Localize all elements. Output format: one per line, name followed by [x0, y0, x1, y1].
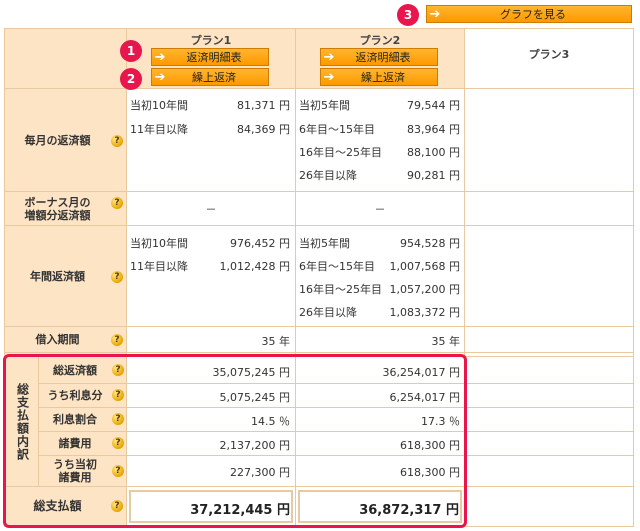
grid-line [38, 356, 39, 486]
plan2-monthly-label-0: 当初5年間 [299, 99, 350, 112]
step-badge-3: 3 [397, 4, 419, 26]
plan2-annual-label-2: 16年目～25年目 [299, 283, 382, 296]
plan1-annual-value-1: 1,012,428 円 [219, 260, 290, 273]
grid-line [126, 29, 127, 527]
label-initial-fees: うち当初 諸費用 [39, 456, 111, 486]
plan1-interest-part: 5,075,245 円 [219, 391, 290, 404]
plan2-monthly-value-0: 79,544 円 [407, 99, 460, 112]
plan3-header: プラン3 [528, 48, 570, 61]
plan1-initial-fees: 227,300 円 [230, 466, 290, 479]
arrow-right-icon: ➔ [323, 69, 335, 85]
arrow-right-icon: ➔ [429, 6, 441, 22]
grid-line [38, 383, 634, 384]
help-icon[interactable]: ? [112, 364, 124, 376]
plan2-monthly-value-2: 88,100 円 [407, 146, 460, 159]
label-total-repay: 総返済額 [39, 357, 111, 383]
plan2-annual-value-2: 1,057,200 円 [389, 283, 460, 296]
help-icon[interactable]: ? [111, 334, 123, 346]
plan2-interest-ratio: 17.3 ％ [421, 415, 460, 428]
plan2-repayment-schedule-button[interactable]: ➔ 返済明細表 [320, 48, 438, 66]
plan2-grand-total-box [298, 490, 462, 523]
help-icon[interactable]: ? [111, 135, 123, 147]
help-icon[interactable]: ? [112, 437, 124, 449]
plan2-monthly-value-1: 83,964 円 [407, 123, 460, 136]
plan2-annual-value-3: 1,083,372 円 [389, 306, 460, 319]
plan1-monthly-label-1: 11年目以降 [130, 123, 188, 136]
plan1-annual-value-0: 976,452 円 [230, 237, 290, 250]
plan1-period: 35 年 [261, 335, 291, 348]
grid-line [5, 225, 634, 226]
plan2-annual-label-3: 26年目以降 [299, 306, 357, 319]
help-icon[interactable]: ? [111, 271, 123, 283]
help-icon[interactable]: ? [111, 500, 123, 512]
grid-line [38, 455, 634, 456]
plan1-annual-label-1: 11年目以降 [130, 260, 188, 273]
label-fees: 諸費用 [39, 432, 111, 455]
plan2-initial-fees: 618,300 円 [400, 466, 460, 479]
plan2-annual-value-1: 1,007,568 円 [389, 260, 460, 273]
plan1-fees: 2,137,200 円 [219, 439, 290, 452]
plan1-monthly-value-1: 84,369 円 [237, 123, 290, 136]
arrow-right-icon: ➔ [154, 69, 166, 85]
plan2-total-repay: 36,254,017 円 [382, 366, 460, 379]
plan2-monthly-value-3: 90,281 円 [407, 169, 460, 182]
plan1-repayment-schedule-button[interactable]: ➔ 返済明細表 [151, 48, 269, 66]
label-annual: 年間返済額 [5, 226, 110, 326]
step-badge-1: 1 [120, 40, 142, 62]
help-icon[interactable]: ? [111, 197, 123, 209]
arrow-right-icon: ➔ [154, 49, 166, 65]
plan1-grand-total: 37,212,445 円 [190, 503, 290, 518]
plan2-interest-part: 6,254,017 円 [389, 391, 460, 404]
grid-line [464, 29, 465, 527]
grid-line [5, 326, 634, 327]
plan2-period: 35 年 [431, 335, 461, 348]
label-monthly: 毎月の返済額 [5, 89, 110, 191]
grid-line [295, 29, 296, 527]
plan2-annual-label-1: 6年目～15年目 [299, 260, 375, 273]
plan1-monthly-label-0: 当初10年間 [130, 99, 188, 112]
plan1-annual-label-0: 当初10年間 [130, 237, 188, 250]
help-icon[interactable]: ? [112, 389, 124, 401]
label-interest-part: うち利息分 [39, 384, 111, 407]
plan1-interest-ratio: 14.5 ％ [251, 415, 290, 428]
plan1-bonus: － [205, 203, 217, 216]
help-icon[interactable]: ? [112, 465, 124, 477]
arrow-right-icon: ➔ [323, 49, 335, 65]
plan2-annual-value-0: 954,528 円 [400, 237, 460, 250]
label-period: 借入期間 [5, 327, 110, 352]
grid-line [38, 431, 634, 432]
grid-line [38, 407, 634, 408]
plan2-fees: 618,300 円 [400, 439, 460, 452]
plan2-monthly-label-3: 26年目以降 [299, 169, 357, 182]
help-icon[interactable]: ? [112, 413, 124, 425]
grid-line [5, 486, 634, 487]
label-breakdown: 総支払額内訳 [6, 357, 38, 486]
plan1-monthly-value-0: 81,371 円 [237, 99, 290, 112]
plan1-header: プラン1 [190, 34, 232, 47]
grid-line [5, 88, 634, 89]
grid-line [5, 352, 634, 353]
step-badge-2: 2 [120, 68, 142, 90]
plan2-header: プラン2 [359, 34, 401, 47]
plan2-annual-label-0: 当初5年間 [299, 237, 350, 250]
view-graph-button[interactable]: ➔ グラフを見る [426, 5, 632, 23]
plan1-grand-total-box [129, 490, 293, 523]
plan2-monthly-label-1: 6年目～15年目 [299, 123, 375, 136]
plan2-monthly-label-2: 16年目～25年目 [299, 146, 382, 159]
plan1-total-repay: 35,075,245 円 [212, 366, 290, 379]
label-grand-total: 総支払額 [5, 487, 110, 526]
plan2-prepayment-button[interactable]: ➔ 繰上返済 [320, 68, 438, 86]
plan2-grand-total: 36,872,317 円 [359, 503, 459, 518]
plan2-bonus: － [374, 203, 386, 216]
label-interest-ratio: 利息割合 [39, 408, 111, 431]
plan1-prepayment-button[interactable]: ➔ 繰上返済 [151, 68, 269, 86]
grid-line [5, 191, 634, 192]
plan3-header-bg [464, 29, 633, 88]
label-bonus: ボーナス月の 増額分返済額 [5, 192, 110, 225]
